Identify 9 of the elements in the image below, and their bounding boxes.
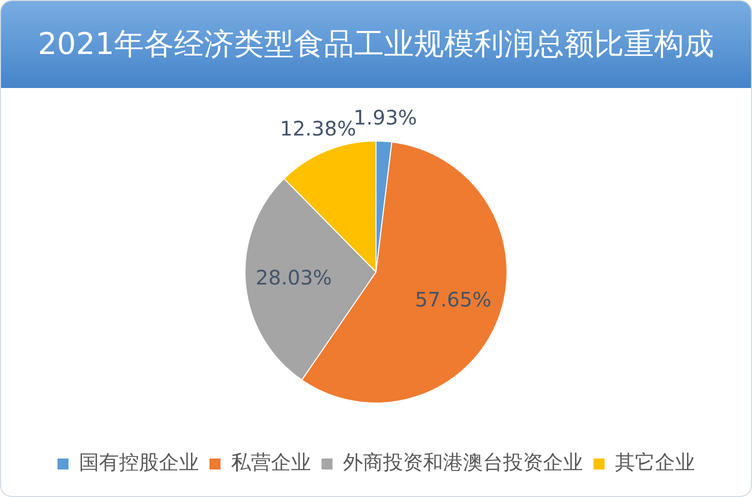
data-label: 57.65% xyxy=(415,287,492,312)
chart-title: 2021年各经济类型食品工业规模利润总额比重构成 xyxy=(1,1,751,88)
data-label: 28.03% xyxy=(256,265,332,290)
legend-label: 私营企业 xyxy=(231,450,311,474)
data-label: 1.93% xyxy=(354,105,418,130)
legend-label: 其它企业 xyxy=(615,450,695,474)
legend-label: 国有控股企业 xyxy=(79,450,199,474)
legend-label: 外商投资和港澳台投资企业 xyxy=(343,450,583,474)
data-label: 12.38% xyxy=(280,116,356,141)
